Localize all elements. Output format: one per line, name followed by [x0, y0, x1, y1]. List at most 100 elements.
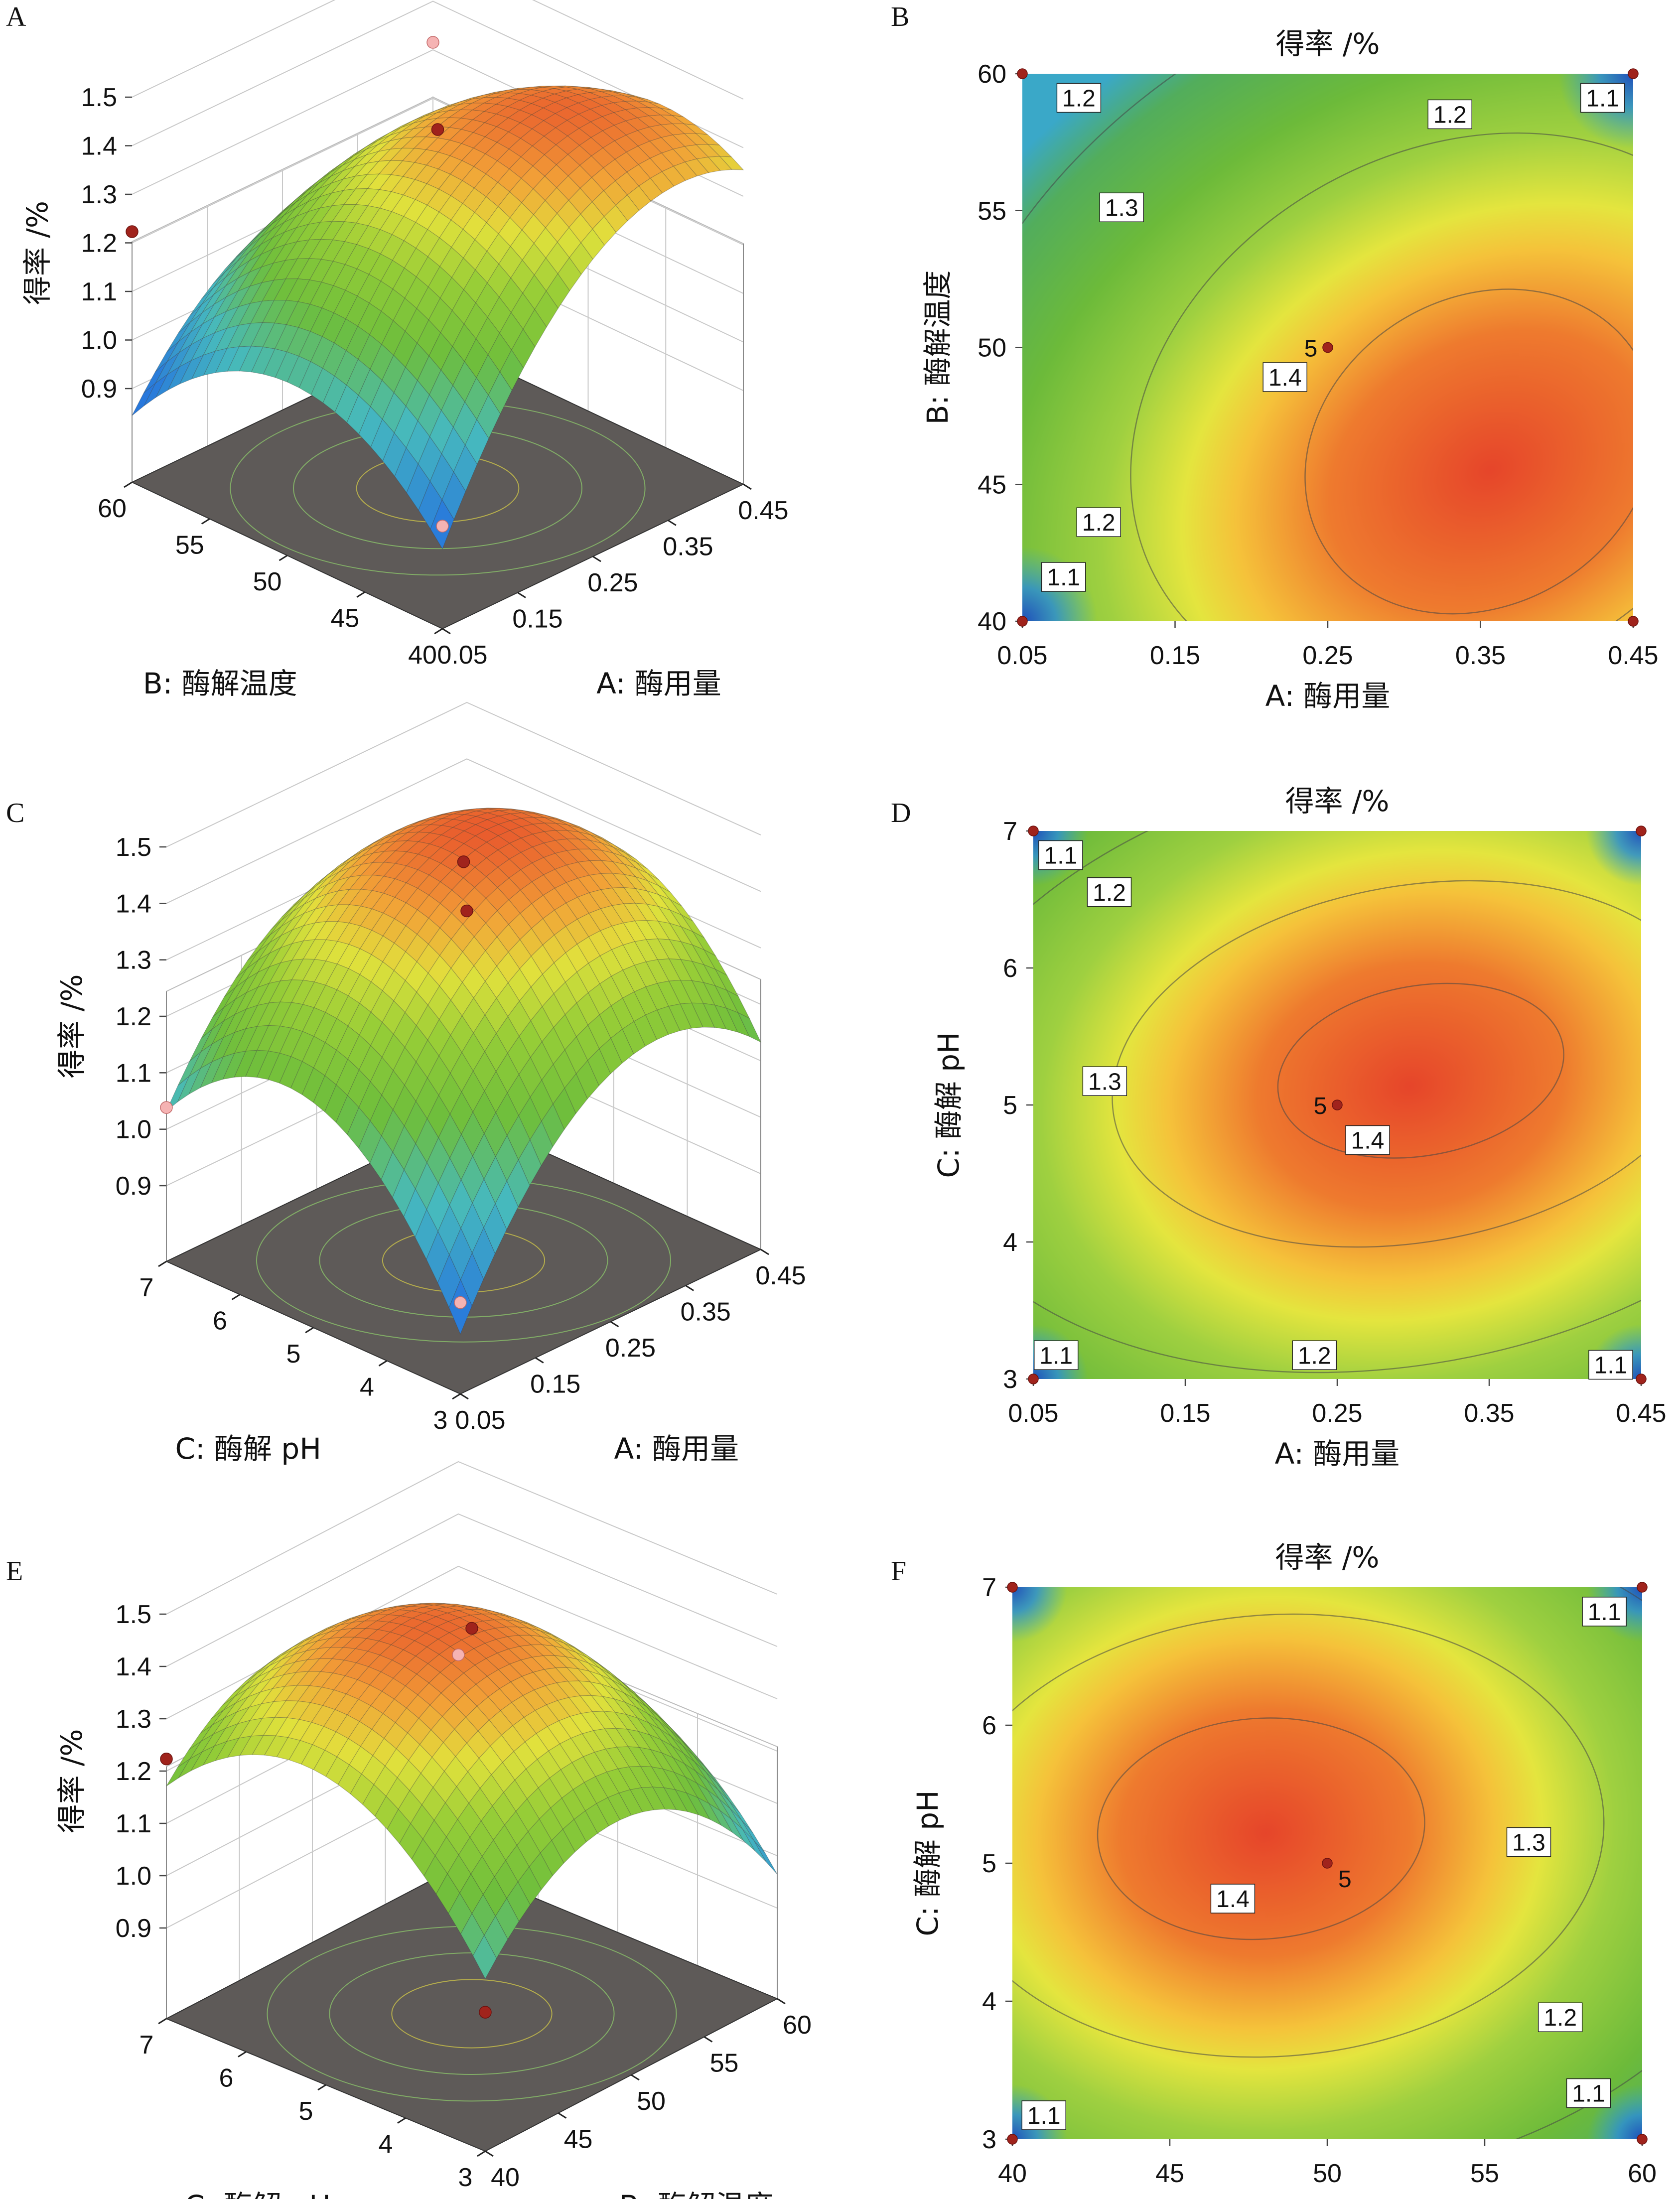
design-point — [160, 1753, 173, 1766]
x-tick-label: 0.15 — [530, 1370, 580, 1399]
z-tick-label: 0.9 — [116, 1914, 151, 1943]
surface-patch — [292, 898, 316, 920]
y-tick-mark — [397, 2117, 406, 2124]
y-tick-mark — [231, 1294, 241, 1300]
y-tick-mark — [356, 591, 366, 598]
surface-patch — [375, 1609, 400, 1616]
surface-patch — [497, 858, 521, 879]
surface-patch — [692, 931, 716, 957]
surface-patch — [542, 94, 567, 103]
surface-patch — [600, 905, 624, 927]
contour-title: 得率 /% — [1275, 1540, 1379, 1574]
x-tick-label: 0.45 — [1616, 1399, 1666, 1428]
surface-patch — [490, 1735, 514, 1763]
x-tick-label: 0.25 — [587, 568, 638, 597]
z-tick-label: 1.0 — [81, 326, 117, 355]
design-point — [1017, 68, 1028, 79]
surface-patch — [316, 1625, 340, 1637]
surface-patch — [304, 878, 328, 898]
surface-patch — [155, 352, 179, 384]
z-tick-label: 1.4 — [116, 889, 151, 918]
x-tick-label: 40 — [491, 2163, 520, 2192]
contour-label: 1.3 — [1105, 195, 1138, 221]
surface-patch — [446, 1819, 470, 1856]
y-axis-title: C: 酶解 pH — [932, 1032, 966, 1178]
design-point — [465, 1622, 478, 1635]
surface-patch — [553, 1088, 576, 1130]
surface-patch — [405, 991, 428, 1026]
y-tick-label: 5 — [982, 1849, 996, 1878]
surface-patch — [441, 1704, 466, 1730]
z-tick-label: 1.3 — [116, 946, 151, 975]
contour-fill — [1033, 831, 1641, 1379]
surface-patch — [495, 1053, 520, 1094]
surface-patch — [445, 1604, 469, 1607]
design-point — [1007, 2134, 1018, 2145]
surface-patch — [717, 1789, 742, 1820]
surface-patch — [456, 1771, 481, 1804]
contour-label-box — [1082, 1066, 1127, 1096]
surface-patch — [423, 1855, 448, 1895]
surface-patch — [211, 1013, 236, 1045]
surface-patch — [435, 109, 462, 119]
surface-patch — [528, 1624, 552, 1636]
surface-patch — [292, 890, 316, 912]
surface-patch — [333, 264, 358, 291]
design-point — [160, 1101, 173, 1114]
surface-patch — [303, 893, 328, 914]
surface-patch — [495, 1092, 519, 1136]
y-tick-label: 7 — [140, 2031, 154, 2060]
surface-patch — [370, 1095, 394, 1136]
surface-patch — [379, 174, 404, 192]
surface-patch — [474, 173, 498, 197]
surface-patch — [239, 1735, 264, 1756]
y-tick-label: 7 — [982, 1573, 996, 1602]
surface-patch — [495, 1180, 519, 1231]
surface-patch — [564, 1002, 588, 1038]
surface-patch — [587, 1657, 611, 1675]
surface-patch — [215, 346, 240, 373]
contour-label-box — [1034, 1340, 1079, 1370]
surface-patch — [332, 204, 357, 222]
surface-patch — [455, 1742, 480, 1773]
surface-plot-c: 0.9 1.0 1.1 1.2 1.3 1.4 1.5 得率 /% 0.05 0.15 0.25 0.… — [55, 701, 806, 1466]
y-tick-mark — [238, 2051, 247, 2058]
design-point — [1028, 1374, 1039, 1384]
z-tick-label: 1.3 — [81, 180, 117, 209]
surface-patch — [370, 1022, 394, 1058]
surface-patch — [428, 297, 453, 333]
surface-patch — [314, 890, 339, 910]
surface-patch — [383, 863, 408, 879]
x-tick-label: 0.25 — [1302, 641, 1353, 670]
surface-patch — [191, 351, 216, 380]
surface-patch — [577, 848, 602, 861]
surface-patch — [354, 140, 378, 156]
surface-patch — [578, 831, 602, 844]
contour-line — [1304, 288, 1633, 615]
surface-patch — [366, 160, 392, 175]
x-tick-label: 0.25 — [1312, 1399, 1362, 1428]
surface-patch — [409, 1603, 433, 1605]
surface-mesh — [132, 85, 744, 550]
y-axis-title: C: 酶解 pH — [911, 1790, 945, 1936]
surface-patch — [358, 334, 382, 370]
design-point — [454, 1296, 467, 1309]
surface-patch — [498, 1663, 523, 1682]
surface-patch — [495, 106, 521, 119]
contour-label-box — [1506, 1827, 1551, 1857]
y-tick-label: 55 — [978, 197, 1006, 226]
x-tick-mark — [631, 2074, 640, 2081]
surface-patch — [293, 885, 316, 907]
x-tick-label: 50 — [637, 2087, 666, 2116]
surface-patch — [369, 1135, 393, 1180]
surface-patch — [166, 1759, 190, 1787]
surface-patch — [235, 1682, 260, 1703]
contour-line — [1277, 982, 1564, 1159]
y-tick-mark — [201, 518, 210, 525]
y-tick-mark — [158, 2018, 167, 2025]
surface-patch — [516, 1831, 541, 1868]
panel-label-c: C — [6, 798, 24, 828]
surface-patch — [576, 1658, 601, 1675]
y-tick-mark — [477, 2150, 486, 2157]
z-tick-label: 1.4 — [81, 132, 117, 161]
